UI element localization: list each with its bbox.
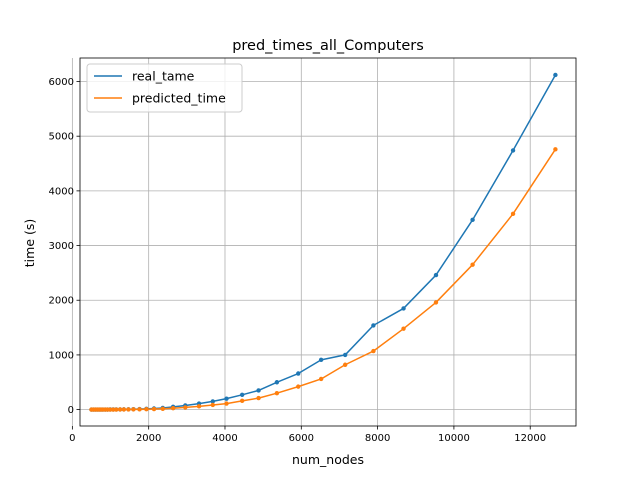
legend-label-real-tame: real_tame xyxy=(132,69,195,84)
axis-ticks: 0 2000 4000 6000 8000 10000 12000 0 1000 2000 3000… xyxy=(49,77,547,444)
data-point-predicted-time xyxy=(131,407,136,412)
x-tick-label: 8000 xyxy=(365,433,390,444)
x-tick-label: 6000 xyxy=(289,433,314,444)
data-point-real-tame xyxy=(510,148,516,153)
y-tick-label: 2000 xyxy=(49,296,74,307)
data-point-predicted-time xyxy=(470,262,475,267)
y-tick-label: 3000 xyxy=(49,241,74,252)
x-tick-label: 0 xyxy=(69,433,75,444)
data-point-predicted-time xyxy=(553,147,558,152)
data-point-real-tame xyxy=(224,396,229,401)
series-layer xyxy=(89,72,558,412)
legend-label-predicted-time: predicted_time xyxy=(132,91,226,106)
data-point-predicted-time xyxy=(144,407,149,412)
legend: real_tame predicted_time xyxy=(86,63,243,113)
data-point-predicted-time xyxy=(342,362,348,367)
data-point-predicted-time xyxy=(126,407,131,412)
series-predicted-time xyxy=(89,147,558,412)
data-point-predicted-time xyxy=(137,407,142,412)
data-point-real-tame xyxy=(342,352,348,358)
data-point-predicted-time xyxy=(318,376,324,382)
data-point-predicted-time xyxy=(296,384,301,389)
data-point-predicted-time xyxy=(160,406,165,411)
data-point-real-tame xyxy=(274,380,280,385)
x-tick-label: 12000 xyxy=(514,433,546,444)
legend-box xyxy=(86,63,243,113)
data-point-predicted-time xyxy=(196,404,202,409)
data-point-real-tame xyxy=(318,357,324,363)
data-point-real-tame xyxy=(553,72,558,78)
data-point-real-tame xyxy=(296,371,301,376)
data-point-predicted-time xyxy=(224,401,229,406)
data-point-predicted-time xyxy=(371,348,376,354)
axes-frame xyxy=(79,57,577,427)
data-point-predicted-time xyxy=(183,405,188,410)
data-point-real-tame xyxy=(470,217,475,223)
y-tick-label: 5000 xyxy=(49,132,74,143)
data-point-real-tame xyxy=(401,306,406,311)
chart-title: pred_times_all_Computers xyxy=(232,38,424,54)
data-point-predicted-time xyxy=(239,398,245,404)
y-tick-label: 0 xyxy=(68,405,74,416)
data-point-predicted-time xyxy=(510,211,516,217)
data-point-predicted-time xyxy=(114,407,119,412)
data-point-real-tame xyxy=(256,388,261,393)
data-point-predicted-time xyxy=(117,407,123,412)
data-point-predicted-time xyxy=(274,390,280,396)
data-point-predicted-time xyxy=(210,402,215,408)
data-point-predicted-time xyxy=(121,407,127,412)
y-axis-label: time (s) xyxy=(22,219,37,267)
data-point-predicted-time xyxy=(256,395,261,401)
y-tick-label: 6000 xyxy=(49,77,74,88)
data-point-predicted-time xyxy=(110,407,116,412)
x-tick-label: 2000 xyxy=(136,433,161,444)
data-point-real-tame xyxy=(210,399,215,404)
y-tick-label: 1000 xyxy=(49,350,74,361)
data-point-real-tame xyxy=(433,272,439,278)
data-point-predicted-time xyxy=(170,406,176,411)
x-axis-label: num_nodes xyxy=(292,452,364,467)
data-point-real-tame xyxy=(371,323,376,328)
data-point-predicted-time xyxy=(401,326,406,331)
data-point-real-tame xyxy=(239,392,245,398)
data-point-predicted-time xyxy=(107,407,113,412)
x-tick-label: 10000 xyxy=(438,433,470,444)
y-tick-label: 4000 xyxy=(49,186,74,197)
x-tick-label: 4000 xyxy=(212,433,237,444)
data-point-predicted-time xyxy=(151,406,157,412)
data-point-predicted-time xyxy=(433,300,439,305)
